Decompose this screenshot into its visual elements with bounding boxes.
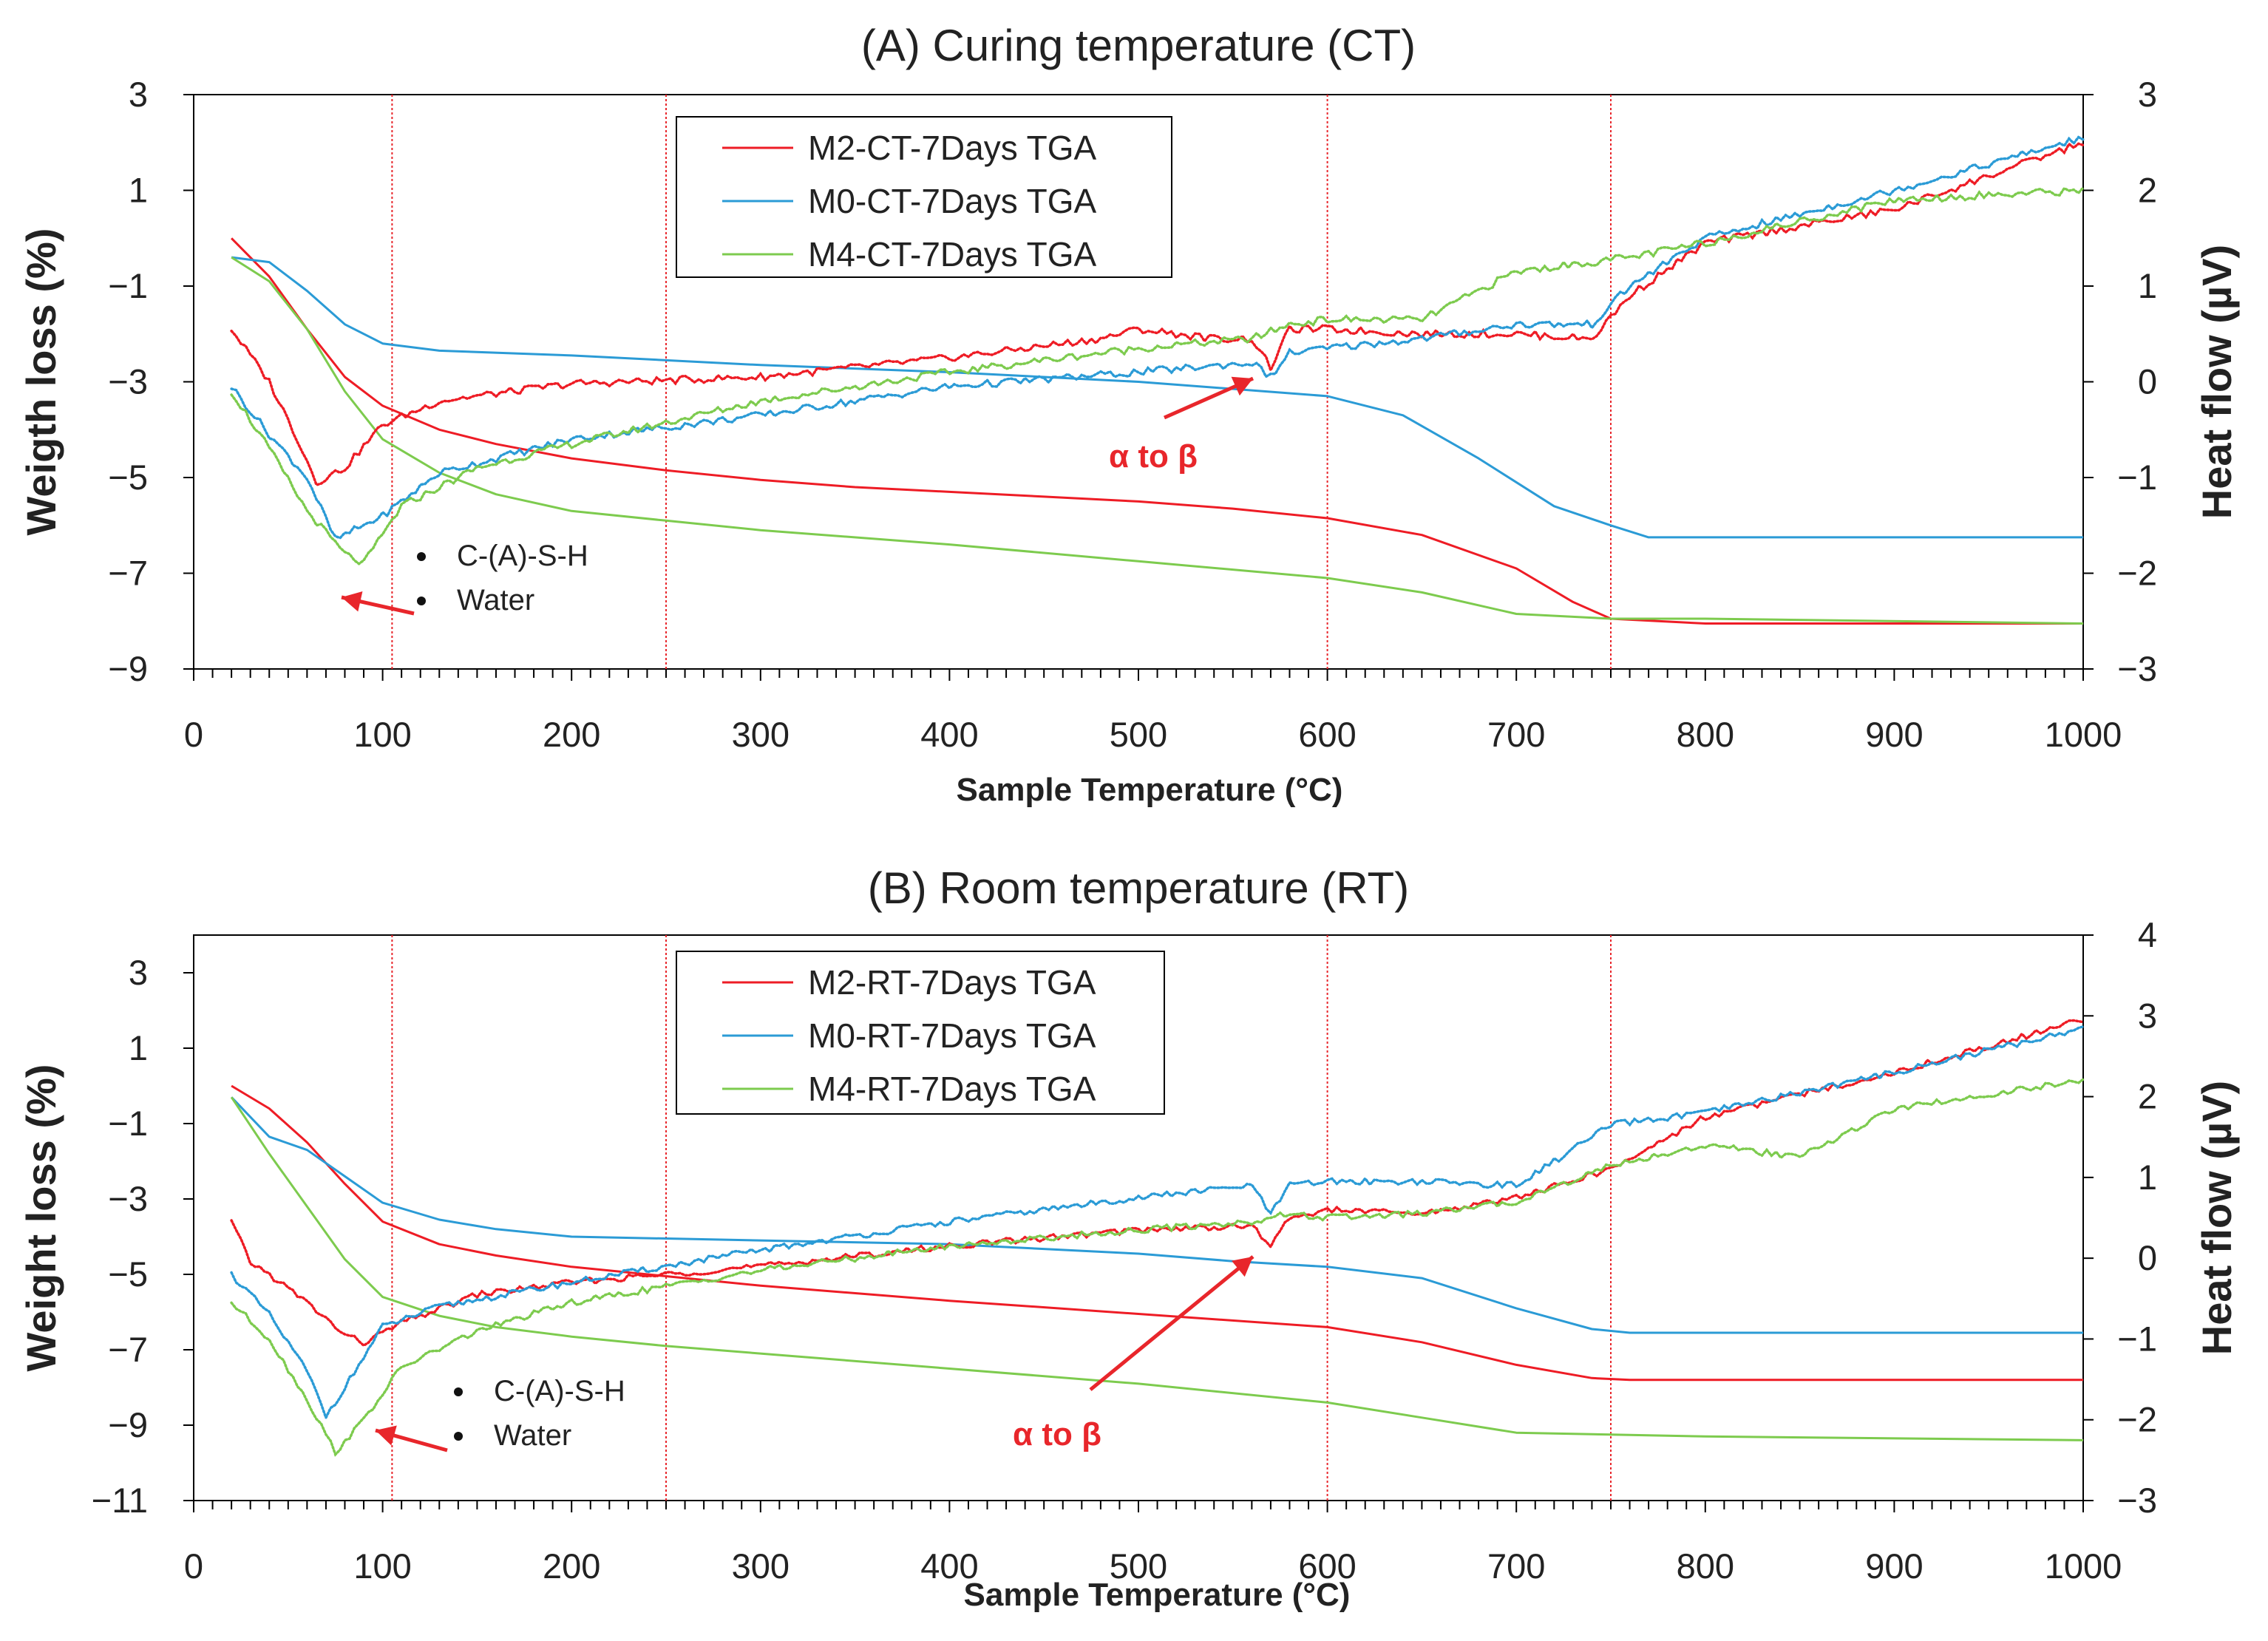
legend-label: M2-CT-7Days TGA (808, 129, 1097, 167)
x-tick-label: 900 (1865, 1546, 1923, 1586)
legend-label: M2-RT-7Days TGA (808, 963, 1096, 1002)
y2-tick-label: −3 (2117, 649, 2157, 688)
dehydration-arrowhead (342, 591, 363, 612)
legend-label: M4-CT-7Days TGA (808, 235, 1097, 274)
x-tick-label: 600 (1298, 715, 1356, 754)
x-tick-label: 400 (920, 715, 978, 754)
y-tick-label: −9 (108, 649, 148, 688)
series-line-m2-rt-7days-tga (231, 1084, 2083, 1382)
series-line-m0-rt-7days-tga (231, 1096, 2083, 1334)
y2-tick-label: 3 (2138, 75, 2157, 114)
series-line-m2-ct-7days-tga (231, 237, 2083, 625)
x-tick-label: 300 (732, 715, 790, 754)
x-tick-label: 800 (1677, 1546, 1734, 1586)
y2-tick-label: 1 (2138, 266, 2157, 305)
y-tick-label: −5 (108, 1254, 148, 1294)
x-tick-label: 400 (920, 1546, 978, 1586)
series-line-m0-rt-7days-dta (230, 1025, 2085, 1421)
x-tick-label: 600 (1298, 1546, 1356, 1586)
y-tick-label: 3 (129, 953, 148, 992)
x-tick-label: 300 (732, 1546, 790, 1586)
y-tick-label: −11 (92, 1481, 148, 1520)
y-tick-label: −7 (108, 1330, 148, 1369)
x-tick-label: 1000 (2045, 1546, 2122, 1586)
dehydration-arrowhead (376, 1425, 397, 1446)
y2-tick-label: 4 (2138, 915, 2157, 954)
phase-transition-arrowhead (1231, 376, 1253, 396)
phase-transition-arrowhead (1232, 1257, 1253, 1277)
phase-transition-label: α to β (1013, 1416, 1101, 1453)
panel-a-curing-temperature: (A) Curing temperature (CT) 0 100 200 300 400… (18, 21, 2240, 808)
bullet-label: C-(A)-S-H (457, 540, 588, 572)
x-tick-label: 500 (1110, 1546, 1167, 1586)
x-tick-label: 700 (1487, 715, 1545, 754)
x-tick-label: 1000 (2045, 715, 2122, 754)
y2-tick-label: 1 (2138, 1158, 2157, 1197)
y-tick-label: −1 (108, 1104, 148, 1143)
y2-tick-label: 3 (2138, 996, 2157, 1035)
y-tick-label: −1 (108, 266, 148, 305)
legend-label: M0-CT-7Days TGA (808, 182, 1097, 220)
x-tick-label: 0 (184, 715, 203, 754)
y-axis-label: Weight loss (%) (18, 1064, 64, 1372)
x-tick-label: 500 (1110, 715, 1167, 754)
phase-transition-arrow (1089, 1255, 1254, 1391)
bullet-dot (417, 552, 426, 561)
y2-tick-label: 2 (2138, 171, 2157, 210)
legend-box (676, 116, 1172, 278)
y2-tick-label: 2 (2138, 1077, 2157, 1116)
y-tick-label: −3 (108, 1179, 148, 1218)
y-tick-label: −3 (108, 362, 148, 401)
x-axis-label: Sample Temperature (°C) (964, 1577, 1351, 1613)
y-tick-label: −5 (108, 458, 148, 497)
y2-tick-label: 0 (2138, 362, 2157, 401)
x-tick-label: 800 (1677, 715, 1734, 754)
x-axis-label: Sample Temperature (°C) (957, 772, 1343, 808)
series-line-m4-ct-7days-tga (231, 256, 2084, 625)
bullet-dot (454, 1387, 463, 1396)
y2-axis-label: Heat flow (µV) (2193, 245, 2240, 519)
x-tick-label: 200 (543, 1546, 600, 1586)
series-line-m0-ct-7days-dta (230, 135, 2085, 540)
legend-label: M4-RT-7Days TGA (808, 1070, 1096, 1108)
x-tick-label: 200 (543, 715, 600, 754)
panel-b-room-temperature: (B) Room temperature (RT) 0 100 200 300 400 50… (18, 863, 2240, 1613)
series-line-m4-ct-7days-dta (230, 186, 2085, 565)
x-tick-label: 100 (353, 715, 411, 754)
series-line-m0-ct-7days-tga (231, 256, 2083, 539)
y2-tick-label: −1 (2117, 458, 2157, 497)
y-axis-label: Weigth loss (%) (18, 228, 64, 536)
y-tick-label: −9 (108, 1405, 148, 1444)
x-tick-label: 700 (1487, 1546, 1545, 1586)
series-line-m4-rt-7days-tga (230, 1096, 2084, 1441)
bullet-label: C-(A)-S-H (494, 1375, 625, 1407)
y2-tick-label: −1 (2117, 1319, 2157, 1358)
x-tick-label: 900 (1865, 715, 1923, 754)
y-tick-label: 1 (129, 171, 148, 210)
y2-axis-label: Heat flow (µV) (2193, 1081, 2240, 1355)
chart-title: (B) Room temperature (RT) (868, 863, 1409, 913)
series-line-m4-rt-7days-dta (230, 1078, 2085, 1457)
bullet-dot (454, 1432, 463, 1441)
y2-tick-label: 0 (2138, 1238, 2157, 1277)
y-tick-label: 1 (129, 1028, 148, 1067)
y-tick-label: −7 (108, 554, 148, 593)
bullet-label: Water (494, 1419, 571, 1452)
bullet-dot (417, 597, 426, 605)
legend-label: M0-RT-7Days TGA (808, 1016, 1096, 1055)
series-line-m2-ct-7days-dta (230, 142, 2085, 487)
bullet-label: Water (457, 584, 534, 616)
y2-tick-label: −2 (2117, 1400, 2157, 1439)
phase-transition-label: α to β (1109, 438, 1198, 475)
y-tick-label: 3 (129, 75, 148, 114)
y2-tick-label: −2 (2117, 554, 2157, 593)
y2-tick-label: −3 (2117, 1481, 2157, 1520)
x-tick-label: 0 (184, 1546, 203, 1586)
chart-title: (A) Curing temperature (CT) (861, 21, 1416, 70)
legend-box (676, 951, 1165, 1115)
x-tick-label: 100 (353, 1546, 411, 1586)
